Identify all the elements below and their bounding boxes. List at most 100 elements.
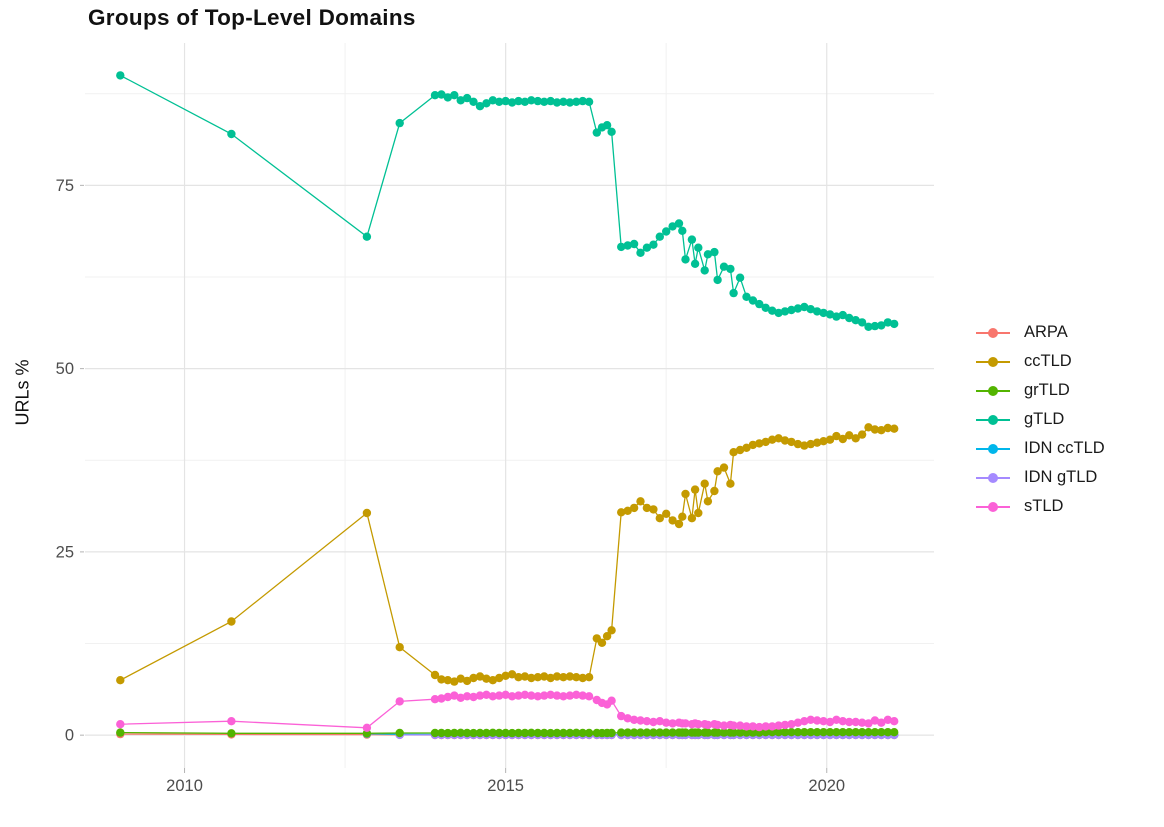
data-point	[845, 728, 854, 737]
data-point	[700, 479, 709, 488]
data-point	[488, 692, 497, 701]
legend-key-gtld	[976, 412, 1010, 428]
data-point	[713, 728, 722, 737]
data-point	[617, 242, 626, 252]
data-point	[469, 673, 478, 683]
data-point	[552, 98, 562, 107]
data-point	[668, 728, 677, 737]
data-point	[584, 673, 594, 682]
data-point	[806, 439, 815, 449]
data-point	[546, 690, 555, 699]
data-point	[825, 435, 835, 444]
data-point	[806, 305, 815, 314]
data-point	[520, 728, 530, 738]
data-point	[806, 728, 815, 737]
data-point	[864, 719, 873, 728]
data-point	[819, 717, 828, 726]
data-point	[700, 266, 709, 275]
data-point	[774, 434, 783, 443]
data-point	[890, 319, 899, 329]
data-point	[649, 728, 658, 737]
data-point	[857, 718, 867, 727]
data-point	[713, 720, 722, 730]
data-point	[851, 434, 860, 443]
data-point	[533, 96, 542, 106]
data-point	[713, 467, 722, 476]
data-point	[719, 728, 729, 737]
data-point	[883, 715, 892, 724]
data-point	[437, 90, 446, 99]
data-point	[488, 96, 497, 105]
data-point	[395, 118, 404, 128]
data-point	[780, 720, 790, 730]
data-point	[812, 728, 822, 737]
data-point	[832, 312, 841, 321]
data-point	[642, 243, 652, 252]
data-point	[748, 440, 758, 450]
data-point	[851, 728, 860, 737]
data-point	[780, 307, 790, 316]
data-point	[527, 728, 536, 737]
data-point	[748, 722, 758, 731]
data-point	[462, 728, 472, 738]
data-point	[565, 98, 575, 107]
data-point	[774, 728, 783, 737]
legend-item-grtld: grTLD	[976, 376, 1105, 405]
legend-key-idn-cctld	[976, 441, 1010, 457]
data-point	[755, 439, 764, 448]
data-point	[857, 728, 867, 737]
data-point	[681, 719, 690, 728]
data-point	[800, 302, 809, 312]
data-point	[507, 670, 517, 679]
data-point	[761, 728, 770, 737]
data-point	[520, 690, 530, 699]
series-layer	[116, 71, 899, 740]
legend-key-grtld	[976, 383, 1010, 399]
data-point	[662, 509, 671, 518]
data-point	[430, 91, 440, 100]
data-point	[437, 675, 446, 684]
data-point	[787, 437, 796, 447]
data-point	[729, 728, 738, 737]
data-point	[838, 717, 847, 726]
data-point	[456, 693, 465, 702]
data-point	[514, 673, 523, 682]
data-point	[793, 304, 803, 313]
data-point	[623, 241, 632, 250]
data-point	[703, 250, 713, 259]
data-point	[694, 728, 703, 737]
data-point	[819, 728, 828, 737]
data-point	[623, 728, 632, 737]
data-point	[690, 485, 700, 494]
data-point	[450, 728, 459, 738]
data-point	[812, 438, 822, 447]
data-point	[681, 255, 690, 264]
data-point	[469, 692, 478, 702]
legend-item-arpa: ARPA	[976, 318, 1105, 347]
legend-label-idn-cctld: IDN ccTLD	[1024, 439, 1105, 457]
data-point	[768, 728, 777, 737]
data-point	[559, 692, 568, 701]
data-point	[507, 98, 517, 107]
data-point	[694, 243, 703, 252]
y-tick-label: 50	[56, 360, 74, 378]
legend-key-cctld	[976, 354, 1010, 370]
data-point	[520, 672, 530, 681]
data-point	[655, 514, 664, 523]
data-point	[629, 503, 639, 513]
data-point	[395, 697, 404, 706]
chart-title: Groups of Top-Level Domains	[88, 5, 416, 30]
data-point	[565, 691, 575, 700]
data-point	[584, 728, 594, 738]
x-tick-label: 2010	[166, 777, 203, 795]
data-point	[578, 728, 587, 738]
data-point	[501, 96, 510, 106]
data-point	[533, 673, 542, 682]
data-point	[748, 728, 758, 737]
data-point	[592, 128, 601, 137]
data-point	[735, 728, 745, 737]
data-point	[662, 718, 671, 727]
data-point	[462, 692, 472, 701]
data-point	[443, 692, 452, 702]
data-point	[430, 670, 440, 680]
